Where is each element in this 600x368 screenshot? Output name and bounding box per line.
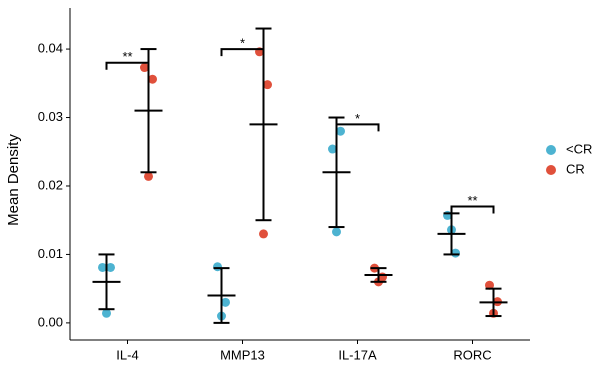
data-point [102, 308, 111, 318]
legend-label: <CR [566, 141, 592, 156]
significance-bracket [105, 61, 150, 70]
significance-label: ** [467, 193, 477, 208]
y-axis-label: Mean Density [5, 134, 22, 226]
significance-label: * [355, 111, 360, 126]
legend-marker [546, 145, 556, 155]
data-point [328, 144, 337, 154]
data-point [148, 74, 157, 84]
data-point [485, 280, 494, 290]
data-point [144, 171, 153, 181]
significance-bracket [220, 48, 265, 57]
data-point [332, 227, 341, 237]
y-tick-label: 0.04 [38, 41, 63, 56]
data-point [221, 297, 230, 307]
y-tick-label: 0.00 [38, 314, 63, 329]
significance-label: ** [122, 49, 132, 64]
x-tick-label: IL-17A [338, 347, 377, 362]
y-tick-label: 0.01 [38, 246, 63, 261]
significance-bracket [335, 123, 380, 132]
data-point [140, 63, 149, 73]
data-point [259, 229, 268, 239]
data-point [336, 126, 345, 136]
x-tick-label: RORC [453, 347, 491, 362]
data-point [106, 262, 115, 272]
significance-label: * [240, 36, 245, 51]
y-tick-label: 0.03 [38, 109, 63, 124]
legend-label: CR [566, 161, 585, 176]
x-tick-label: MMP13 [220, 347, 265, 362]
significance-bracket [450, 205, 495, 214]
legend-marker [546, 165, 556, 175]
y-tick-label: 0.02 [38, 177, 63, 192]
data-point [98, 262, 107, 272]
x-tick-label: IL-4 [116, 347, 138, 362]
data-point [263, 80, 272, 90]
